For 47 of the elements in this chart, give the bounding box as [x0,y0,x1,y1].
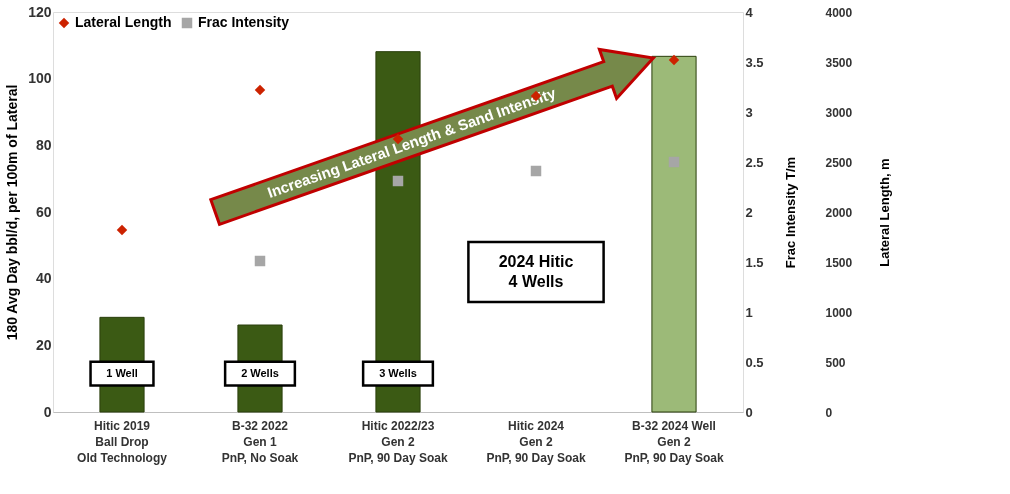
y3-tick-label: 3000 [825,105,853,120]
annotation: 1 Well [106,366,138,379]
y3-tick-label: 2000 [825,205,853,220]
y3-tick-label: 1000 [825,305,853,320]
y3-tick-label: 500 [825,355,846,370]
y3-tick-label: 4000 [825,5,853,20]
y2-tick-label: 0 [745,404,753,420]
y2-axis-title: Frac Intensity T/m [782,156,798,269]
y3-tick-label: 1500 [825,255,853,270]
point [530,165,542,177]
annotation: 2 Wells [241,366,279,379]
annotation: 3 Wells [379,366,417,379]
y3-tick-label: 0 [825,405,833,420]
point [254,84,266,96]
x-tick-label: Hitic 2022/23 Gen 2 PnP, 90 Day Soak [348,418,448,465]
y3-tick-label: 2500 [825,155,853,170]
x-tick-label: B-32 2024 Well Gen 2 PnP, 90 Day Soak [624,418,724,465]
y2-tick-label: 0.5 [745,354,764,370]
y-axis-title: 180 Avg Day bbl/d, per 100m of Lateral [4,84,21,341]
y-tick-label: 40 [35,270,52,287]
point [668,156,680,168]
legend-label: Frac Intensity [198,14,290,30]
annotation: 2024 Hitic 4 Wells [498,253,574,291]
point [668,54,680,66]
point [116,224,128,236]
y2-tick-label: 4 [745,4,754,20]
point [254,255,266,267]
y-tick-label: 80 [35,136,52,153]
y3-axis-title: Lateral Length, m [877,158,893,267]
y2-tick-label: 1.5 [745,254,764,270]
legend-label: Lateral Length [75,14,172,30]
x-tick-label: Hitic 2019 Ball Drop Old Technology [77,418,168,465]
point [392,175,404,187]
y2-tick-label: 2 [745,204,753,220]
y-tick-label: 120 [28,3,52,20]
y2-tick-label: 1 [745,304,753,320]
y-tick-label: 0 [43,403,52,420]
y-tick-label: 60 [35,203,52,220]
y2-tick-label: 2.5 [745,154,764,170]
y2-tick-label: 3.5 [745,54,764,70]
y-tick-label: 20 [35,336,52,353]
x-tick-label: Hitic 2024 Gen 2 PnP, 90 Day Soak [486,418,586,465]
y2-tick-label: 3 [745,104,753,120]
y3-tick-label: 3500 [825,55,853,70]
bar [651,55,697,413]
y-tick-label: 100 [28,70,52,87]
x-tick-label: B-32 2022 Gen 1 PnP, No Soak [221,418,299,465]
